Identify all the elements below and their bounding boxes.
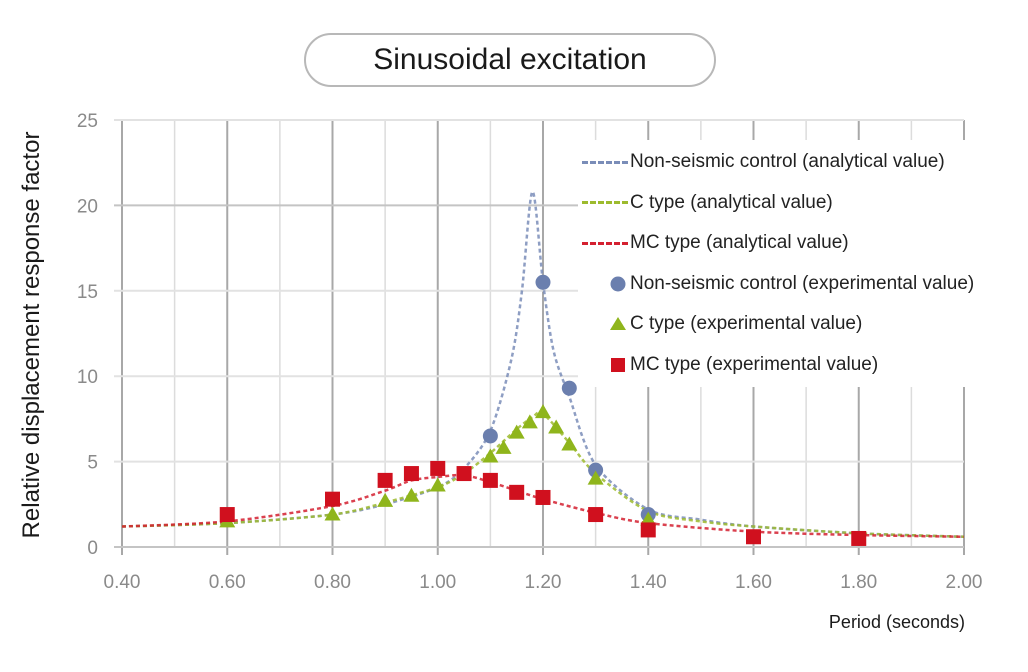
data-point-square [403, 466, 419, 482]
legend-marker-circle [610, 276, 626, 292]
legend-label: C type (analytical value) [630, 191, 833, 213]
data-point-circle [561, 380, 577, 396]
legend-circle-icon [582, 276, 630, 292]
data-point-triangle [587, 470, 604, 485]
data-point-triangle [548, 419, 565, 434]
legend-triangle-icon [582, 316, 630, 332]
legend-line-swatch [582, 241, 628, 245]
legend-item-non-seismic-control-analytical-value: Non-seismic control (analytical value) [582, 142, 974, 183]
legend-label: Non-seismic control (experimental value) [630, 272, 975, 294]
data-point-triangle [377, 492, 394, 507]
y-tick-label: 10 [77, 367, 98, 388]
legend-line-swatch [582, 160, 628, 164]
triangle-marker-icon [610, 317, 626, 331]
legend-label: MC type (analytical value) [630, 232, 849, 254]
data-point-triangle [429, 477, 446, 492]
data-point-triangle [324, 506, 341, 521]
x-tick-label: 1.00 [419, 572, 456, 593]
x-tick-label: 1.20 [525, 572, 562, 593]
circle-marker-icon [610, 276, 626, 292]
x-tick-labels: 0.40 0.60 0.80 1.00 1.20 1.40 1.60 1.80 2.00 [104, 572, 983, 593]
legend-label: Non-seismic control (analytical value) [630, 151, 945, 173]
data-point-triangle [508, 424, 525, 439]
data-point-square [456, 466, 472, 482]
legend-item-mc-type-experimental-value: MC type (experimental value) [582, 345, 974, 386]
data-point-triangle [561, 436, 578, 451]
series-line-c-type-analytical-value [121, 411, 965, 539]
data-point-square [430, 460, 446, 476]
series-markers [219, 274, 867, 546]
legend-item-non-seismic-control-experimental-value: Non-seismic control (experimental value) [582, 264, 974, 305]
data-point-triangle [521, 414, 538, 429]
legend: Non-seismic control (analytical value) C … [578, 140, 979, 387]
data-point-square [325, 491, 340, 507]
legend-item-mc-type-analytical-value: MC type (analytical value) [582, 223, 974, 264]
legend-label: MC type (experimental value) [630, 353, 879, 375]
y-tick-label: 20 [77, 196, 98, 217]
square-marker-icon [611, 357, 625, 372]
data-point-triangle [482, 448, 499, 463]
chart-title: Sinusoidal excitation [304, 33, 716, 87]
y-tick-label: 15 [77, 282, 98, 303]
data-point-square [851, 530, 867, 546]
data-point-circle [482, 428, 498, 444]
legend-item-c-type-experimental-value: C type (experimental value) [582, 304, 974, 345]
data-point-circle [535, 274, 551, 290]
legend-marker-square [611, 357, 625, 372]
x-tick-label: 0.60 [209, 572, 246, 593]
x-tick-label: 0.40 [104, 572, 141, 593]
data-point-square [746, 529, 761, 545]
x-axis-label: Period (seconds) [828, 612, 965, 632]
legend-dashed-line-icon [582, 241, 630, 245]
data-point-triangle [495, 439, 512, 454]
x-tick-label: 1.80 [840, 572, 877, 593]
data-point-square [482, 472, 498, 488]
x-tick-label: 2.00 [946, 572, 983, 593]
legend-line-swatch [582, 201, 628, 205]
data-point-circle [588, 462, 604, 478]
data-point-square [640, 522, 656, 538]
legend-dashed-line-icon [582, 201, 630, 205]
y-tick-label: 0 [87, 538, 98, 559]
data-point-triangle [535, 404, 551, 419]
data-point-square [219, 507, 235, 523]
data-point-square [377, 472, 393, 488]
x-tick-label: 1.60 [735, 572, 772, 593]
data-point-triangle [640, 511, 657, 526]
legend-square-icon [582, 357, 630, 373]
data-point-square [588, 507, 604, 523]
data-point-square [535, 489, 551, 505]
legend-marker-triangle [610, 317, 626, 331]
data-point-triangle [403, 487, 420, 502]
legend-item-c-type-analytical-value: C type (analytical value) [582, 183, 974, 224]
x-tick-label: 0.80 [314, 572, 351, 593]
data-point-square [509, 484, 525, 500]
y-tick-label: 25 [77, 111, 98, 132]
y-tick-labels: 0 5 10 15 20 25 [77, 111, 98, 559]
legend-dashed-line-icon [582, 160, 630, 164]
x-tick-label: 1.40 [630, 572, 667, 593]
legend-label: C type (experimental value) [630, 313, 863, 335]
y-tick-label: 5 [87, 453, 98, 474]
